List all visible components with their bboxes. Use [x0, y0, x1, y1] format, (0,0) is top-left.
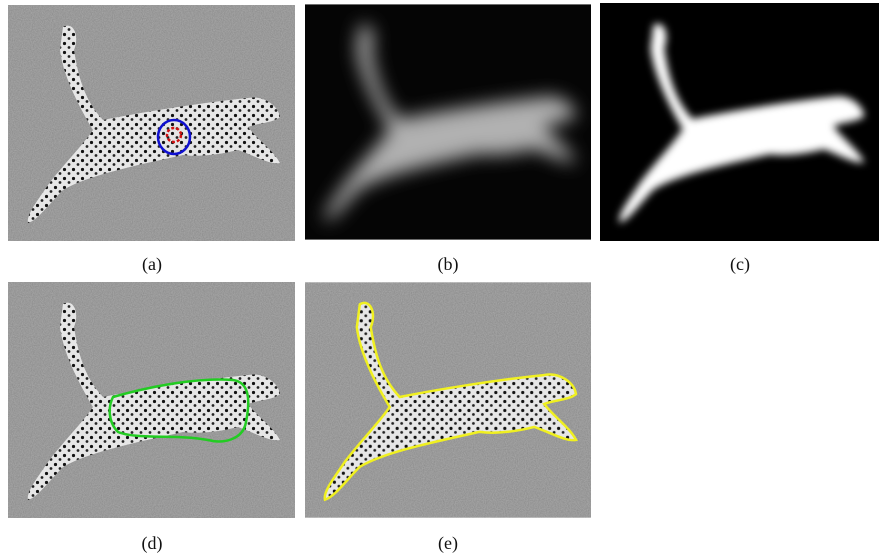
caption: (a) — [92, 254, 212, 275]
image-d — [8, 282, 295, 518]
image-c — [600, 3, 879, 241]
image-b — [305, 3, 591, 241]
image-a — [8, 5, 295, 241]
caption: (d) — [92, 533, 212, 554]
figure: (a) (b) (c) (d) (e) — [0, 0, 880, 556]
image-e — [305, 282, 591, 518]
caption: (e) — [388, 533, 508, 554]
caption: (c) — [680, 254, 800, 275]
caption: (b) — [388, 254, 508, 275]
